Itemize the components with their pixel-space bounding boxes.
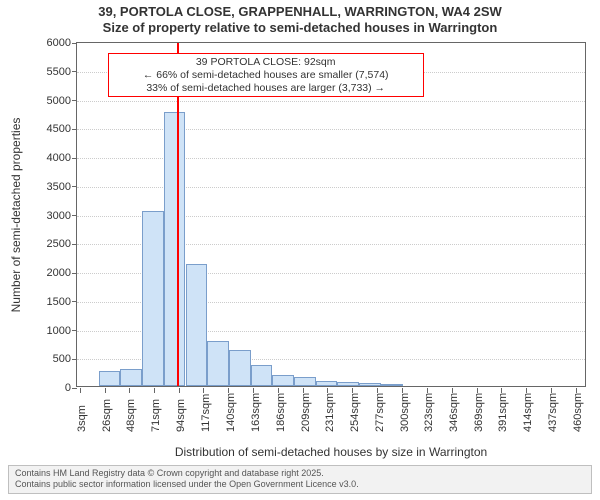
histogram-bar xyxy=(229,350,251,386)
footer-line1: Contains HM Land Registry data © Crown c… xyxy=(15,468,585,480)
xtick-label: 300sqm xyxy=(397,393,411,432)
xtick-label: 254sqm xyxy=(347,393,361,432)
histogram-bar xyxy=(207,341,229,386)
xtick-mark xyxy=(80,388,81,393)
chart-title-line2: Size of property relative to semi-detach… xyxy=(0,20,600,36)
xtick-mark xyxy=(129,388,130,393)
ytick-label: 3000 xyxy=(47,210,77,222)
xtick-label: 186sqm xyxy=(273,393,287,432)
xtick-label: 231sqm xyxy=(322,393,336,432)
plot-area: 0500100015002000250030003500400045005000… xyxy=(76,42,586,387)
ytick-label: 1500 xyxy=(47,296,77,308)
xtick-label: 94sqm xyxy=(173,399,187,432)
xtick-mark xyxy=(203,388,204,393)
annotation-line: 33% of semi-detached houses are larger (… xyxy=(113,82,419,95)
histogram-bar xyxy=(316,381,338,386)
xtick-label: 414sqm xyxy=(520,393,534,432)
histogram-bar xyxy=(359,383,381,386)
gridline-h xyxy=(77,101,585,102)
ytick-label: 4000 xyxy=(47,152,77,164)
annotation-line: 39 PORTOLA CLOSE: 92sqm xyxy=(113,56,419,69)
xtick-label: 163sqm xyxy=(248,393,262,432)
xtick-label: 3sqm xyxy=(74,405,88,432)
xtick-mark xyxy=(154,388,155,393)
histogram-bar xyxy=(251,365,273,386)
gridline-h xyxy=(77,187,585,188)
ytick-label: 500 xyxy=(53,353,77,365)
xtick-label: 323sqm xyxy=(421,393,435,432)
xtick-label: 277sqm xyxy=(372,393,386,432)
ytick-label: 4500 xyxy=(47,123,77,135)
annotation-line: ← 66% of semi-detached houses are smalle… xyxy=(113,69,419,82)
xtick-label: 140sqm xyxy=(223,393,237,432)
footer: Contains HM Land Registry data © Crown c… xyxy=(8,465,592,494)
xtick-label: 71sqm xyxy=(148,399,162,432)
chart-title-line1: 39, PORTOLA CLOSE, GRAPPENHALL, WARRINGT… xyxy=(0,4,600,20)
histogram-bar xyxy=(381,384,403,386)
xtick-label: 460sqm xyxy=(570,393,584,432)
y-axis-label: Number of semi-detached properties xyxy=(9,42,23,387)
ytick-label: 2500 xyxy=(47,238,77,250)
xtick-label: 346sqm xyxy=(446,393,460,432)
xtick-label: 117sqm xyxy=(198,394,212,432)
xtick-label: 26sqm xyxy=(99,399,113,432)
ytick-label: 6000 xyxy=(47,37,77,49)
annotation-box: 39 PORTOLA CLOSE: 92sqm← 66% of semi-det… xyxy=(108,53,424,97)
x-axis-label: Distribution of semi-detached houses by … xyxy=(76,445,586,459)
xtick-label: 391sqm xyxy=(495,393,509,432)
histogram-bar xyxy=(142,211,164,386)
gridline-h xyxy=(77,158,585,159)
xtick-label: 48sqm xyxy=(123,399,137,432)
xtick-label: 209sqm xyxy=(298,393,312,432)
ytick-label: 1000 xyxy=(47,325,77,337)
histogram-bar xyxy=(337,382,359,386)
histogram-bar xyxy=(99,371,121,386)
histogram-bar xyxy=(186,264,208,386)
ytick-label: 5000 xyxy=(47,95,77,107)
gridline-h xyxy=(77,129,585,130)
histogram-bar xyxy=(164,112,186,386)
xtick-label: 369sqm xyxy=(471,393,485,432)
ytick-label: 2000 xyxy=(47,267,77,279)
xtick-mark xyxy=(105,388,106,393)
ytick-label: 3500 xyxy=(47,181,77,193)
histogram-bar xyxy=(272,375,294,386)
ytick-label: 0 xyxy=(65,382,77,394)
xtick-label: 437sqm xyxy=(545,393,559,432)
footer-line2: Contains public sector information licen… xyxy=(15,479,585,491)
xtick-mark xyxy=(179,388,180,393)
histogram-bar xyxy=(120,369,142,386)
ytick-label: 5500 xyxy=(47,66,77,78)
histogram-bar xyxy=(294,377,316,386)
